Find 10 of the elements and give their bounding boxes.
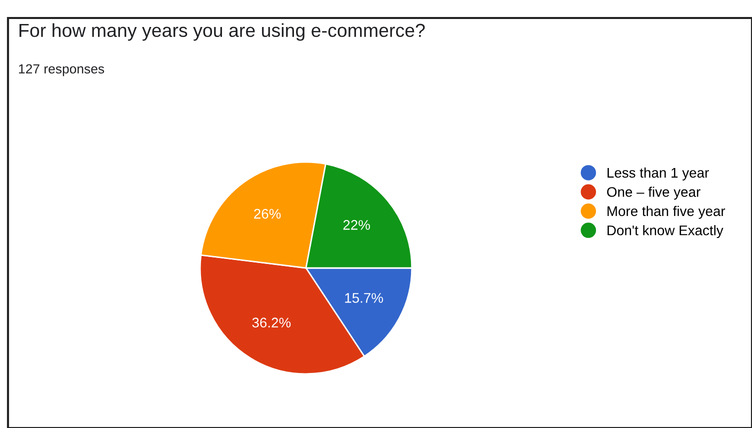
- data-label: 26%: [254, 208, 281, 219]
- chart-title: For how many years you are using e-commerce?: [20, 23, 425, 41]
- text: 127 responses: [19, 64, 104, 76]
- legend-label: More than five year: [608, 206, 726, 219]
- legend-label: Less than 1 year: [608, 168, 709, 180]
- data-label: 15.7%: [345, 293, 384, 303]
- legend-label: Don't know Exactly: [608, 225, 724, 238]
- legend-label: One – five year: [607, 186, 700, 200]
- data-label: 36.2%: [252, 318, 291, 328]
- data-label: 22%: [343, 220, 370, 230]
